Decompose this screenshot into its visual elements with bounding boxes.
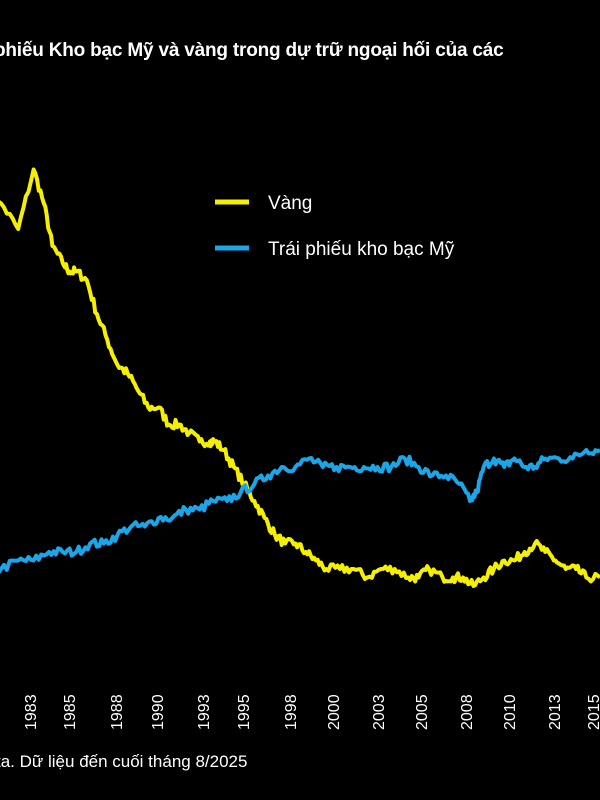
- chart-title: phiếu Kho bạc Mỹ và vàng trong dự trữ ng…: [0, 40, 504, 61]
- series-line-1: [0, 448, 600, 574]
- legend-label-1: Trái phiếu kho bạc Mỹ: [268, 239, 455, 260]
- source-note: ta. Dữ liệu đến cuối tháng 8/2025: [0, 752, 248, 771]
- x-tick-label: 1990: [150, 694, 167, 730]
- x-tick-label: 2013: [547, 694, 564, 730]
- x-tick-label: 1998: [283, 694, 300, 730]
- x-tick-label: 1985: [62, 694, 79, 730]
- legend-label-0: Vàng: [268, 193, 312, 214]
- series-line-0: [0, 167, 600, 588]
- x-tick-label: 1988: [109, 694, 126, 730]
- x-tick-label: 2005: [414, 694, 431, 730]
- x-tick-label: 1983: [23, 694, 40, 730]
- x-tick-label: 2010: [502, 694, 519, 730]
- x-tick-label: 2008: [459, 694, 476, 730]
- x-tick-label: 2003: [371, 694, 388, 730]
- x-tick-label: 1995: [236, 694, 253, 730]
- x-tick-label: 2000: [326, 694, 343, 730]
- x-tick-label: 1993: [196, 694, 213, 730]
- x-tick-label: 2015: [586, 694, 600, 730]
